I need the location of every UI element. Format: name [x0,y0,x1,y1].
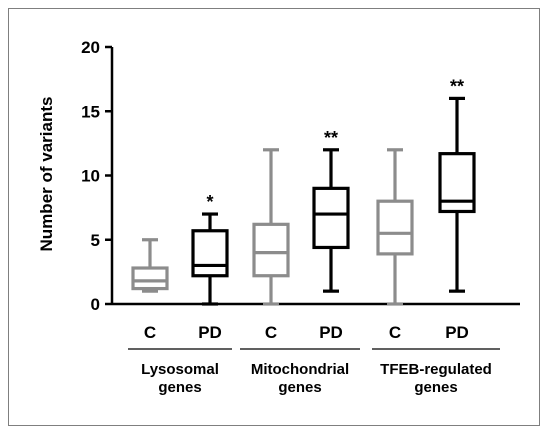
y-tick-label: 20 [81,38,100,57]
y-tick-label: 15 [81,102,100,121]
group-label-line: Mitochondrial [251,361,349,378]
iqr-box [252,222,290,278]
axes: 0 5 10 15 20 [81,38,520,314]
y-tick-label: 0 [91,295,100,314]
group-label-line: genes [414,379,457,396]
x-tick-label: PD [198,323,222,342]
group-labels: LysosomalgenesMitochondrialgenesTFEB-reg… [128,348,500,396]
figure-frame [8,8,540,426]
x-tick-label: C [144,323,156,342]
iqr-box [312,186,350,250]
x-tick-label: PD [445,323,469,342]
group-label-line: Lysosomal [141,361,219,378]
boxes-layer: ***** [131,76,476,306]
group-label-line: TFEB-regulated [380,361,492,378]
x-tick-label: C [389,323,401,342]
box-pd-group-1: * [191,192,229,306]
box-c-group-2 [252,148,290,306]
iqr-box [376,199,414,256]
group-label-line: genes [278,379,321,396]
box-c-group-1 [131,238,169,293]
iqr-box [438,152,476,214]
box-pd-group-2: ** [312,128,350,293]
x-tick-label: PD [319,323,343,342]
box-pd-group-3: ** [438,76,476,293]
significance-marker: * [206,192,213,212]
y-tick-label: 5 [91,231,100,250]
y-tick-label: 10 [81,167,100,186]
iqr-box [191,229,229,278]
iqr-box [131,266,169,291]
x-tick-label: C [265,323,277,342]
y-axis-label: Number of variants [37,97,56,252]
x-tick-labels: C PD C PD C PD [144,323,469,342]
significance-marker: ** [450,76,464,96]
group-label-line: genes [158,379,201,396]
box-c-group-3 [376,148,414,306]
significance-marker: ** [324,128,338,148]
